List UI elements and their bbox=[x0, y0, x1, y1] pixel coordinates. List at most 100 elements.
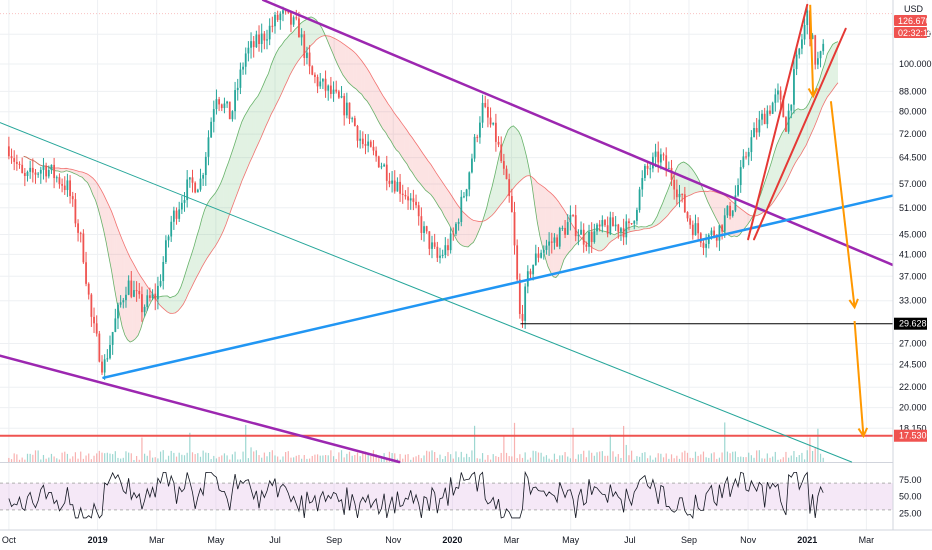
time-tick-label: 2020 bbox=[442, 535, 462, 545]
candle-body bbox=[577, 234, 580, 237]
volume-bar bbox=[670, 454, 673, 462]
candle-body bbox=[300, 34, 303, 38]
candle-body bbox=[601, 220, 604, 227]
volume-bar bbox=[64, 451, 66, 462]
volume-bar bbox=[710, 453, 713, 462]
volume-bar bbox=[660, 453, 662, 462]
volume-bar bbox=[817, 428, 819, 462]
cloud-segment bbox=[508, 127, 511, 195]
cloud-segment bbox=[782, 128, 785, 189]
candle-body bbox=[644, 165, 646, 179]
volume-bar bbox=[239, 459, 242, 462]
cloud-segment bbox=[747, 213, 751, 225]
cloud-segment bbox=[100, 189, 104, 230]
volume-bar bbox=[631, 450, 633, 462]
volume-bar bbox=[151, 457, 154, 462]
candle-body bbox=[782, 99, 785, 118]
volume-bar bbox=[729, 453, 731, 462]
level-badge-bg bbox=[894, 429, 927, 442]
volume-bar bbox=[380, 456, 383, 462]
volume-bar bbox=[793, 451, 795, 462]
volume-bar bbox=[785, 451, 787, 462]
candle-body bbox=[622, 228, 625, 238]
cloud-segment bbox=[239, 121, 242, 189]
volume-bar bbox=[348, 451, 351, 462]
time-axis[interactable]: Oct 2019 Mar May Jul Sep Nov 2020 Mar May Jul Sep No… bbox=[0, 529, 932, 550]
volume-bar bbox=[266, 456, 268, 462]
candle-body bbox=[553, 237, 556, 243]
candle-body bbox=[407, 196, 409, 201]
candle-body bbox=[628, 221, 630, 224]
candle-body bbox=[678, 193, 681, 198]
candle-body bbox=[7, 146, 10, 157]
cloud-segment bbox=[345, 45, 349, 83]
cloud-segment bbox=[311, 16, 314, 46]
candle-body bbox=[385, 164, 388, 181]
cloud-segment bbox=[523, 146, 527, 178]
candle-body bbox=[311, 66, 314, 75]
volume-bar bbox=[138, 459, 140, 462]
candle-body bbox=[452, 233, 455, 235]
cloud-segment bbox=[260, 85, 264, 139]
candle-body bbox=[130, 280, 133, 297]
cloud-segment bbox=[82, 172, 85, 181]
cloud-segment bbox=[468, 216, 471, 247]
candle-body bbox=[489, 117, 492, 125]
candle-body bbox=[298, 18, 300, 38]
candle-body bbox=[375, 150, 378, 157]
volume-bar bbox=[404, 454, 406, 462]
volume-bar bbox=[481, 453, 484, 462]
time-tick-label: Nov bbox=[385, 535, 402, 545]
volume-bar bbox=[742, 457, 744, 462]
candle-body bbox=[585, 244, 588, 247]
cloud-segment bbox=[422, 153, 426, 191]
candle-body bbox=[377, 156, 380, 168]
candle-body bbox=[215, 99, 218, 110]
price-axis[interactable]: USD115.000100.00088.00080.00072.00064.50… bbox=[892, 0, 932, 550]
cloud-segment bbox=[510, 125, 514, 192]
cloud-segment bbox=[273, 52, 277, 110]
price-badge-bg bbox=[894, 15, 927, 26]
candle-body bbox=[409, 198, 412, 201]
candle-body bbox=[646, 165, 649, 169]
cloud-segment bbox=[356, 54, 359, 93]
volume-bar bbox=[575, 458, 577, 462]
candle-body bbox=[252, 41, 255, 48]
cloud-segment bbox=[808, 97, 812, 140]
volume-bar bbox=[798, 455, 800, 462]
cloud-segment bbox=[385, 99, 389, 138]
candle-body bbox=[71, 196, 74, 200]
cloud-segment bbox=[90, 175, 93, 195]
volume-bar bbox=[500, 452, 502, 462]
candle-body bbox=[228, 101, 231, 120]
candle-body bbox=[391, 180, 393, 184]
cloud-segment bbox=[657, 209, 660, 225]
red-channel-b bbox=[753, 27, 847, 241]
candle-body bbox=[103, 359, 106, 373]
candle-body bbox=[101, 361, 103, 373]
candle-body bbox=[819, 51, 822, 59]
volume-bar bbox=[90, 459, 92, 462]
candle-body bbox=[61, 184, 63, 186]
candle-body bbox=[806, 10, 809, 26]
volume-bar bbox=[287, 451, 289, 462]
volume-bar bbox=[548, 458, 550, 462]
cloud-segment bbox=[436, 172, 439, 207]
cloud-segment bbox=[545, 188, 548, 267]
cloud-segment bbox=[284, 38, 288, 87]
candle-body bbox=[327, 85, 330, 91]
cloud-segment bbox=[476, 220, 479, 238]
candle-body bbox=[316, 76, 319, 87]
candle-body bbox=[816, 58, 819, 65]
candle-body bbox=[590, 231, 593, 243]
time-tick-label: May bbox=[562, 535, 580, 545]
volume-bar bbox=[673, 458, 675, 462]
volume-bar bbox=[505, 452, 508, 462]
candle-body bbox=[356, 125, 359, 141]
volume-bar bbox=[431, 450, 433, 462]
candle-body bbox=[638, 189, 641, 211]
volume-bar bbox=[806, 450, 808, 462]
candle-body bbox=[271, 25, 274, 27]
candle-body bbox=[274, 14, 276, 27]
